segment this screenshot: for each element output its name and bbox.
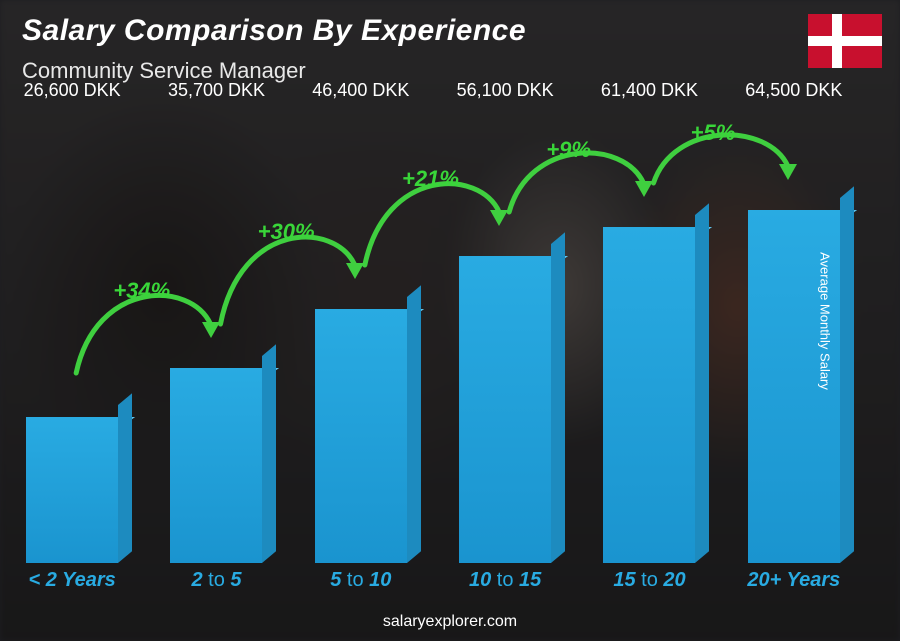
y-axis-label: Average Monthly Salary: [818, 252, 833, 390]
increase-percent-label: +30%: [258, 219, 315, 245]
x-axis-label: 20+ Years: [722, 569, 866, 599]
arrow-head-icon: [635, 181, 653, 197]
bar-value-label: 64,500 DKK: [745, 80, 842, 101]
arcs-container: +34% +30% +21% +9% +5%: [0, 120, 866, 563]
x-axis-label: < 2 Years: [0, 569, 144, 599]
increase-arc: +5%: [0, 120, 866, 563]
arrow-head-icon: [490, 210, 508, 226]
x-axis-label: 2 to 5: [144, 569, 288, 599]
bar-value-label: 56,100 DKK: [457, 80, 554, 101]
bar-value-label: 35,700 DKK: [168, 80, 265, 101]
bar-value-label: 26,600 DKK: [24, 80, 121, 101]
page-title: Salary Comparison By Experience: [22, 14, 526, 48]
x-axis-labels: < 2 Years2 to 55 to 1010 to 1515 to 2020…: [0, 569, 866, 599]
increase-arc: +30%: [0, 120, 866, 563]
increase-percent-label: +34%: [113, 278, 170, 304]
arrow-head-icon: [779, 164, 797, 180]
increase-percent-label: +21%: [402, 166, 459, 192]
increase-arc: +9%: [0, 120, 866, 563]
increase-arc: +34%: [0, 120, 866, 563]
arrow-head-icon: [202, 322, 220, 338]
bar-value-label: 46,400 DKK: [312, 80, 409, 101]
x-axis-label: 15 to 20: [577, 569, 721, 599]
bar-chart: 26,600 DKK35,700 DKK46,400 DKK56,100 DKK…: [0, 120, 866, 563]
denmark-flag-icon: [808, 14, 882, 68]
infographic-content: Salary Comparison By Experience Communit…: [0, 0, 900, 641]
footer-credit: salaryexplorer.com: [0, 613, 900, 631]
increase-percent-label: +5%: [691, 120, 736, 146]
x-axis-label: 5 to 10: [289, 569, 433, 599]
x-axis-label: 10 to 15: [433, 569, 577, 599]
bar-value-label: 61,400 DKK: [601, 80, 698, 101]
increase-percent-label: +9%: [546, 137, 591, 163]
arrow-head-icon: [346, 263, 364, 279]
increase-arc: +21%: [0, 120, 866, 563]
